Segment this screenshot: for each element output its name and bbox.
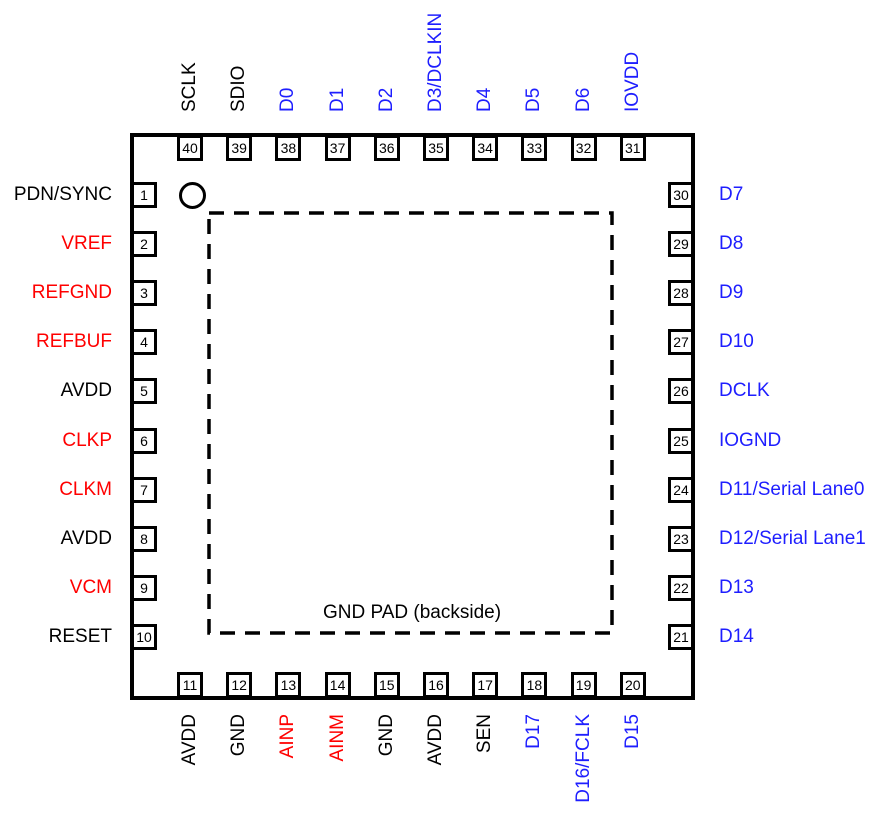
pin-35-box: 35 xyxy=(423,135,449,161)
pin-36-label: D2 xyxy=(375,87,397,112)
pin-11-label: AVDD xyxy=(179,714,200,766)
pin-31-box: 31 xyxy=(619,135,646,161)
pin-5-box: 5 xyxy=(131,378,157,405)
pin-32-box: 32 xyxy=(570,135,597,161)
pin-33-label: D5 xyxy=(523,87,545,112)
pin-16-box: 16 xyxy=(423,672,449,698)
pin-28-label: D9 xyxy=(719,282,744,304)
pin-7-box: 7 xyxy=(131,476,157,503)
pin-11-box: 11 xyxy=(177,672,203,698)
pin-13-label: AINP xyxy=(277,714,299,759)
pin-29-label: D8 xyxy=(719,233,744,255)
pin-20-label: D15 xyxy=(621,714,643,749)
pin-28-box: 28 xyxy=(668,280,694,307)
pin-22-box: 22 xyxy=(668,574,694,601)
pin-39-box: 39 xyxy=(226,135,253,161)
gnd-pad-outline xyxy=(207,211,614,635)
pin-26-box: 26 xyxy=(668,378,694,405)
pin-25-box: 25 xyxy=(668,427,694,454)
pin-32-label: D6 xyxy=(572,87,594,112)
pin-36-box: 36 xyxy=(373,135,400,161)
pin-40-box: 40 xyxy=(177,135,203,161)
pin-31-label: IOVDD xyxy=(621,51,643,112)
pin-4-box: 4 xyxy=(131,329,157,356)
pin-14-label: AINM xyxy=(326,714,348,762)
pin-8-box: 8 xyxy=(131,525,157,552)
pin-17-label: SEN xyxy=(474,714,496,754)
pin-35-label: D3/DCLKIN xyxy=(425,12,446,112)
pin-24-box: 24 xyxy=(668,476,694,503)
chip-package-outline xyxy=(130,133,695,700)
pin-18-box: 18 xyxy=(521,672,548,698)
pin-37-label: D1 xyxy=(326,87,348,112)
pin-6-box: 6 xyxy=(131,427,157,454)
pin-21-box: 21 xyxy=(668,623,694,650)
pin-16-label: AVDD xyxy=(425,714,446,766)
pin-5-label: AVDD xyxy=(60,380,112,402)
pin-1-label: PDN/SYNC xyxy=(13,184,112,205)
pin-37-box: 37 xyxy=(324,135,351,161)
pin-27-label: D10 xyxy=(719,331,754,353)
pin-21-label: D14 xyxy=(719,625,754,647)
pin-9-box: 9 xyxy=(131,574,157,601)
pin-39-label: SDIO xyxy=(228,65,250,112)
pin-38-box: 38 xyxy=(275,135,302,161)
pin-29-box: 29 xyxy=(668,231,694,258)
pin-13-box: 13 xyxy=(275,672,302,698)
pin1-indicator-icon xyxy=(179,182,206,209)
pin-34-box: 34 xyxy=(472,135,499,161)
pin-6-label: CLKP xyxy=(62,429,112,451)
pin-38-label: D0 xyxy=(277,87,299,112)
pin-9-label: VCM xyxy=(69,576,112,598)
pin-24-label: D11/Serial Lane0 xyxy=(719,478,865,500)
pin-8-label: AVDD xyxy=(60,527,112,549)
pin-33-box: 33 xyxy=(521,135,548,161)
pin-26-label: DCLK xyxy=(719,380,770,402)
pin-25-label: IOGND xyxy=(719,429,782,451)
pin-10-label: RESET xyxy=(48,625,112,647)
pin-15-label: GND xyxy=(375,714,397,757)
pin-15-box: 15 xyxy=(373,672,400,698)
pin-19-label: D16/FCLK xyxy=(572,714,594,803)
pin-40-label: SCLK xyxy=(179,62,200,112)
pin-10-box: 10 xyxy=(131,623,157,650)
pin-2-box: 2 xyxy=(131,231,157,258)
pin-4-label: REFBUF xyxy=(36,331,112,353)
gnd-pad-label: GND PAD (backside) xyxy=(322,602,502,623)
pin-34-label: D4 xyxy=(474,87,496,112)
pin-12-box: 12 xyxy=(226,672,253,698)
pin-18-label: D17 xyxy=(523,714,545,749)
pin-30-label: D7 xyxy=(719,184,744,205)
pin-22-label: D13 xyxy=(719,576,754,598)
pin-3-box: 3 xyxy=(131,280,157,307)
pin-17-box: 17 xyxy=(472,672,499,698)
pin-20-box: 20 xyxy=(619,672,646,698)
pin-1-box: 1 xyxy=(131,182,157,208)
pin-3-label: REFGND xyxy=(31,282,112,304)
pin-12-label: GND xyxy=(228,714,250,757)
pin-27-box: 27 xyxy=(668,329,694,356)
pin-2-label: VREF xyxy=(61,233,112,255)
pin-19-box: 19 xyxy=(570,672,597,698)
pin-23-label: D12/Serial Lane1 xyxy=(719,527,866,549)
pin-14-box: 14 xyxy=(324,672,351,698)
pin-23-box: 23 xyxy=(668,525,694,552)
gnd-pad-dashed-rect xyxy=(207,211,614,635)
pin-30-box: 30 xyxy=(668,182,694,208)
pin-7-label: CLKM xyxy=(59,478,112,500)
